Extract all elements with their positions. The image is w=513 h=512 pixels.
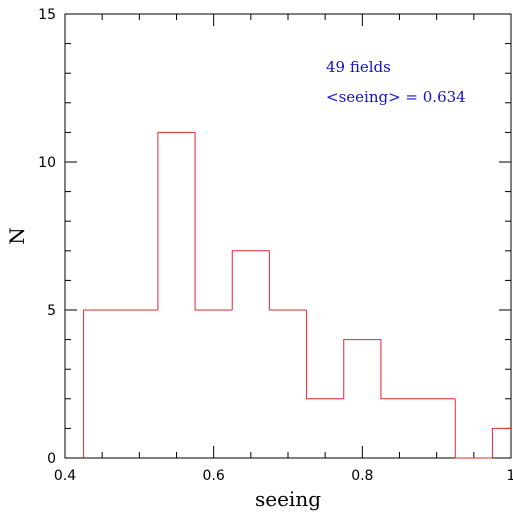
annotation-mean-seeing: <seeing> = 0.634 (326, 88, 466, 106)
histogram-bin (268, 250, 307, 311)
histogram-bin (454, 398, 493, 459)
histogram-bin (380, 339, 419, 400)
x-tick-label: 0.4 (54, 468, 76, 484)
y-axis-title: N (5, 227, 29, 245)
y-tick-label: 5 (47, 303, 56, 319)
annotation-field-count: 49 fields (326, 58, 391, 76)
histogram-bin (83, 309, 121, 458)
x-tick-label: 1 (507, 468, 513, 484)
x-tick-label: 0.6 (203, 468, 225, 484)
histogram-bin (343, 339, 381, 399)
y-tick-label: 0 (47, 451, 56, 467)
y-tick-labels: 0 5 10 15 (38, 7, 56, 467)
y-tick-label: 10 (38, 155, 56, 171)
histogram-bars (83, 131, 511, 459)
x-tick-label: 0.8 (351, 468, 373, 484)
histogram-bin (231, 250, 270, 310)
x-tick-labels: 0.4 0.6 0.8 1 (54, 468, 513, 484)
x-axis-title: seeing (255, 487, 321, 511)
histogram-bin (491, 427, 511, 458)
axis-ticks (64, 13, 512, 459)
histogram-bin (194, 132, 233, 311)
histogram-bin (157, 131, 196, 310)
plot-frame (64, 13, 512, 459)
histogram-bin (306, 310, 344, 400)
y-tick-label: 15 (38, 7, 56, 23)
